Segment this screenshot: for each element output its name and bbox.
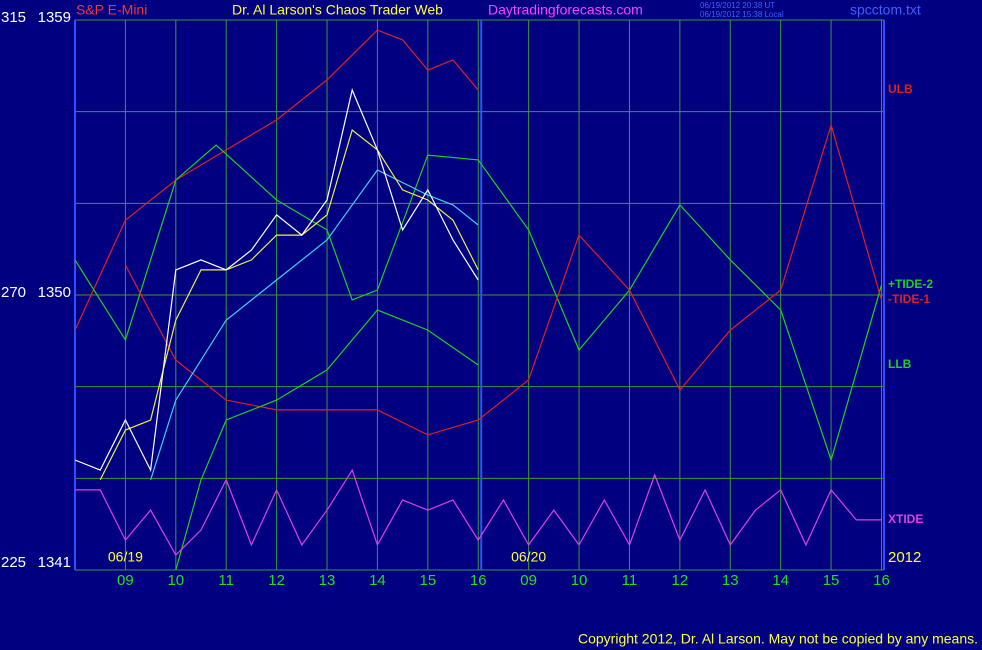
x-tick-label: 14 <box>772 572 789 589</box>
series-line <box>74 88 479 473</box>
site: Daytradingforecasts.com <box>488 2 643 18</box>
x-tick-label: 12 <box>672 572 689 589</box>
year: 2012 <box>888 549 921 566</box>
x-tick-label: 13 <box>319 572 336 589</box>
x-tick-label: 16 <box>873 572 890 589</box>
x-tick-label: 09 <box>117 572 134 589</box>
series-line <box>150 169 479 481</box>
copyright: Copyright 2012, Dr. Al Larson. May not b… <box>578 631 978 647</box>
series-label: -TIDE-1 <box>888 292 930 306</box>
series-label: +TIDE-2 <box>888 277 933 291</box>
x-tick-label: 10 <box>571 572 588 589</box>
symbol: S&P E-Mini <box>76 2 147 18</box>
stamp-ut: 06/19/2012 20:38 UT <box>700 1 775 10</box>
series-label: XTIDE <box>888 512 923 526</box>
x-tick-label: 16 <box>470 572 487 589</box>
stamp-local: 06/19/2012 15:38 Local <box>700 10 784 19</box>
series-line <box>75 468 882 556</box>
y2-tick-label: 270 <box>1 284 26 301</box>
series-line <box>74 29 479 331</box>
x-tick-label: 12 <box>268 572 285 589</box>
x-tick-label: 10 <box>167 572 184 589</box>
y-tick-label: 1341 <box>38 554 71 571</box>
x-tick-label: 13 <box>722 572 739 589</box>
x-tick-label: 15 <box>419 572 436 589</box>
date-label: 06/20 <box>511 549 546 565</box>
y2-tick-label: 225 <box>1 554 26 571</box>
series-line <box>124 122 883 436</box>
x-tick-label: 11 <box>218 572 234 589</box>
series-label: ULB <box>888 82 913 96</box>
file-name: spcctom.txt <box>850 2 921 18</box>
date-label: 06/19 <box>108 549 143 565</box>
series-line <box>175 309 479 571</box>
y-tick-label: 1350 <box>38 284 71 301</box>
x-tick-label: 11 <box>622 572 638 589</box>
chart-title: Dr. Al Larson's Chaos Trader Web <box>232 2 443 18</box>
series-label: LLB <box>888 357 912 371</box>
y2-tick-label: 315 <box>1 9 26 26</box>
series-line <box>74 144 883 463</box>
x-tick-label: 09 <box>520 572 537 589</box>
x-tick-label: 15 <box>823 572 840 589</box>
y-tick-label: 1359 <box>38 9 71 26</box>
x-tick-label: 14 <box>369 572 386 589</box>
